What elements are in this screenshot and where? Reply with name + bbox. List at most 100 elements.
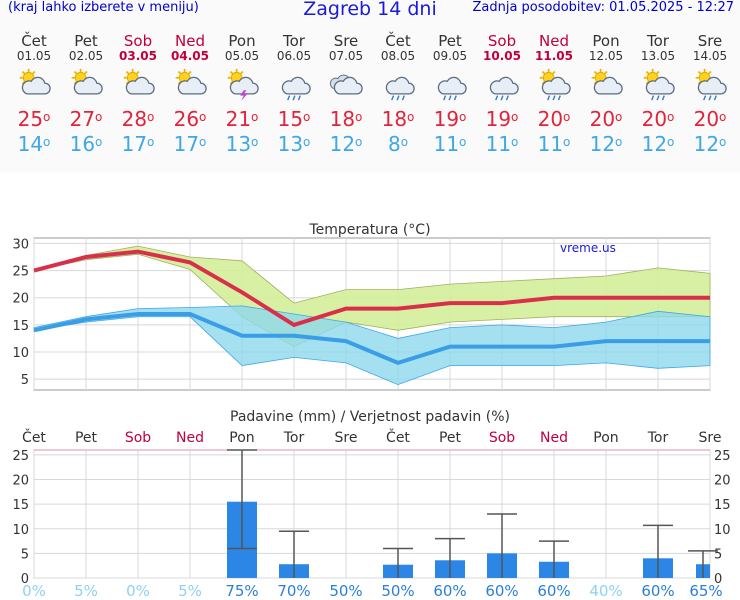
min-temperature-line xyxy=(33,312,710,366)
menu-hint: (kraj lahko izberete v meniju) xyxy=(8,0,199,15)
precip-day-label: Pet xyxy=(75,430,98,446)
rain-cloud-icon xyxy=(268,67,320,101)
y-tick-label-right: 0 xyxy=(714,572,722,587)
min-temperature: 13o xyxy=(277,132,311,156)
precipitation-probability: 0% xyxy=(126,582,150,600)
min-temperature: 12o xyxy=(693,132,727,156)
day-date: 14.05 xyxy=(692,49,728,63)
day-column: Pon 05.05 21o 13o xyxy=(216,32,268,157)
page-title: Zagreb 14 dni xyxy=(303,0,437,20)
day-name: Sob xyxy=(487,32,517,50)
min-temperature: 12o xyxy=(589,132,623,156)
precip-day-label: Pon xyxy=(229,430,254,446)
max-temperature: 18o xyxy=(329,107,363,131)
day-date: 04.05 xyxy=(171,49,209,63)
rain-cloud-icon xyxy=(424,67,476,101)
day-column: Tor 06.05 15o 13o xyxy=(268,32,320,157)
precip-day-label: Sre xyxy=(699,430,722,446)
day-date: 01.05 xyxy=(16,49,52,63)
precip-day-label: Pon xyxy=(593,430,618,446)
y-tick-label: 10 xyxy=(12,523,29,538)
precipitation-probability: 0% xyxy=(22,582,46,600)
day-column: Pet 02.05 27o 16o xyxy=(60,32,112,157)
day-column: Pet 09.05 19o 11o xyxy=(424,32,476,157)
y-tick-label-right: 20 xyxy=(714,474,731,489)
rain-cloud-icon xyxy=(372,67,424,101)
day-date: 05.05 xyxy=(224,49,260,63)
max-temperature: 21o xyxy=(225,107,259,131)
precip-day-label: Sre xyxy=(335,430,358,446)
day-column: Sre 14.05 20o 12o xyxy=(684,32,736,157)
precipitation-probability: 65% xyxy=(689,582,722,600)
precipitation-probability: 5% xyxy=(178,582,202,600)
max-temperature: 27o xyxy=(69,107,103,131)
temperature-chart-title: Temperatura (°C) xyxy=(308,222,430,238)
sun-rain-icon xyxy=(684,67,736,101)
y-tick-label: 20 xyxy=(12,292,29,307)
max-temperature: 20o xyxy=(537,107,571,131)
sun-cloud-icon xyxy=(580,67,632,101)
precip-day-label: Tor xyxy=(647,430,669,446)
max-temperature: 20o xyxy=(641,107,675,131)
day-name: Čet xyxy=(21,32,47,50)
sun-cloud-icon xyxy=(112,67,164,101)
max-temperature: 19o xyxy=(433,107,467,131)
forecast-summary: (kraj lahko izberete v meniju) Zagreb 14… xyxy=(0,0,740,172)
day-column: Sob 03.05 28o 17o xyxy=(112,32,164,157)
day-name: Tor xyxy=(283,32,305,50)
precipitation-chart-title: Padavine (mm) / Verjetnost padavin (%) xyxy=(230,409,510,425)
y-tick-label-right: 10 xyxy=(714,523,731,538)
max-temperature: 20o xyxy=(589,107,623,131)
max-temperature: 26o xyxy=(173,107,207,131)
min-temperature: 12o xyxy=(641,132,675,156)
day-name: Ned xyxy=(175,32,205,50)
day-column: Čet 08.05 18o 8o xyxy=(372,32,424,157)
precip-day-label: Tor xyxy=(283,430,305,446)
day-column: Sre 07.05 18o 12o xyxy=(320,32,372,157)
precip-day-label: Pet xyxy=(439,430,462,446)
precipitation-probability: 70% xyxy=(277,582,310,600)
day-column: Ned 04.05 26o 17o xyxy=(164,32,216,157)
sun-rain-icon xyxy=(528,67,580,101)
day-name: Tor xyxy=(647,32,669,50)
day-name: Pet xyxy=(438,32,462,50)
day-date: 09.05 xyxy=(432,49,468,63)
day-date: 08.05 xyxy=(380,49,416,63)
day-name: Sre xyxy=(697,32,723,50)
min-temperature: 12o xyxy=(329,132,363,156)
precip-day-label: Ned xyxy=(540,430,568,446)
y-tick-label: 10 xyxy=(12,346,29,361)
max-temperature: 18o xyxy=(381,107,415,131)
max-temperature: 15o xyxy=(277,107,311,131)
y-tick-label-right: 5 xyxy=(714,547,722,562)
y-tick-label: 15 xyxy=(12,498,29,513)
sun-rain-icon xyxy=(632,67,684,101)
day-column: Pon 12.05 20o 12o xyxy=(580,32,632,157)
max-temperature: 20o xyxy=(693,107,727,131)
day-name: Ned xyxy=(539,32,569,50)
y-tick-label: 25 xyxy=(12,449,29,464)
min-temperature: 8o xyxy=(387,132,409,156)
precipitation-probability: 75% xyxy=(225,582,258,600)
rain-cloud-icon xyxy=(476,67,528,101)
min-temperature-range-band xyxy=(33,305,711,386)
max-temperature: 19o xyxy=(485,107,519,131)
day-date: 11.05 xyxy=(535,49,573,63)
precipitation-probability: 50% xyxy=(329,582,362,600)
precip-day-label: Sob xyxy=(125,430,151,446)
precip-day-label: Ned xyxy=(176,430,204,446)
min-temperature: 17o xyxy=(121,132,155,156)
min-temperature: 17o xyxy=(173,132,207,156)
day-date: 13.05 xyxy=(640,49,676,63)
min-temperature: 11o xyxy=(537,132,571,156)
min-temperature: 11o xyxy=(433,132,467,156)
day-column: Tor 13.05 20o 12o xyxy=(632,32,684,157)
sun-thunder-icon xyxy=(216,67,268,101)
day-date: 07.05 xyxy=(328,49,364,63)
day-name: Sob xyxy=(123,32,153,50)
day-date: 10.05 xyxy=(483,49,521,63)
max-temperature: 25o xyxy=(17,107,51,131)
day-name: Sre xyxy=(333,32,359,50)
precipitation-probability: 60% xyxy=(641,582,674,600)
max-temperature: 28o xyxy=(121,107,155,131)
